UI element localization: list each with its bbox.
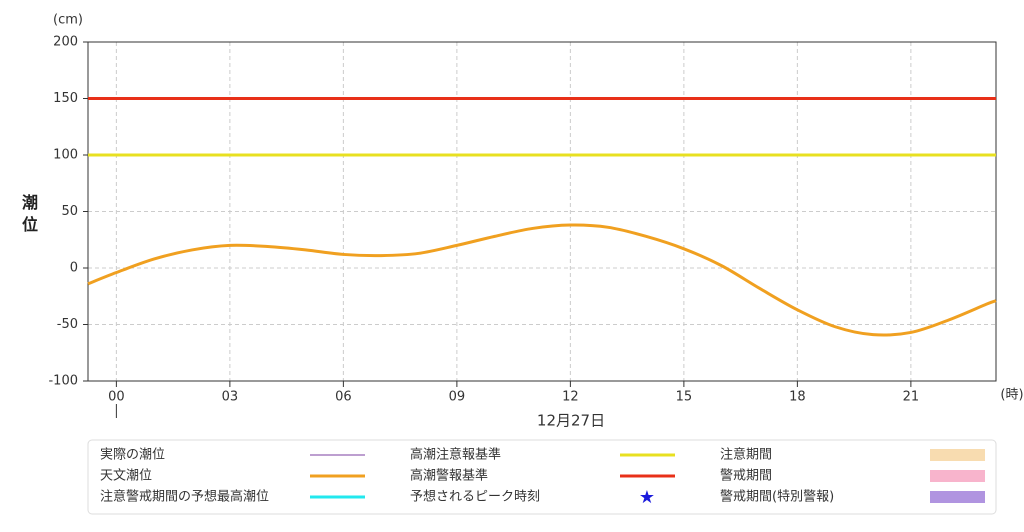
legend-label: 実際の潮位	[100, 447, 165, 463]
plot-frame	[87, 41, 997, 382]
legend-swatch	[930, 470, 985, 482]
legend-label: 警戒期間	[720, 468, 772, 484]
x-unit: (時)	[1000, 388, 1023, 403]
legend-label: 予想されるピーク時刻	[410, 489, 540, 505]
x-tick-label: 15	[676, 390, 693, 405]
y-tick-label: 50	[61, 204, 78, 219]
legend-label: 注意警戒期間の予想最高潮位	[100, 489, 269, 505]
x-tick-label: 21	[903, 390, 920, 405]
legend-label: 警戒期間(特別警報)	[720, 489, 834, 505]
y-unit: (cm)	[53, 13, 83, 28]
y-tick-label: 100	[53, 148, 78, 163]
x-tick-label: 09	[449, 390, 466, 405]
x-tick-label: 18	[789, 390, 806, 405]
legend-swatch	[930, 491, 985, 503]
date-label: 12月27日	[537, 412, 605, 430]
x-tick-label: 03	[222, 390, 239, 405]
x-tick-label: 12	[562, 390, 579, 405]
y-tick-label: -100	[48, 374, 78, 389]
legend-label: 高潮警報基準	[410, 468, 488, 484]
y-tick-label: 0	[70, 261, 78, 276]
x-tick-label: 06	[335, 390, 352, 405]
legend-star: ★	[639, 487, 655, 508]
tide-line	[87, 223, 997, 337]
y-tick-label: 200	[53, 35, 78, 50]
legend-swatch	[930, 449, 985, 461]
y-tick-label: 150	[53, 91, 78, 106]
y-tick-label: -50	[57, 317, 78, 332]
legend-label: 天文潮位	[100, 469, 152, 484]
legend-label: 高潮注意報基準	[410, 447, 501, 463]
legend-label: 注意期間	[720, 447, 772, 463]
x-tick-label: 00	[108, 390, 125, 405]
y-axis-label: 潮位	[22, 193, 39, 234]
